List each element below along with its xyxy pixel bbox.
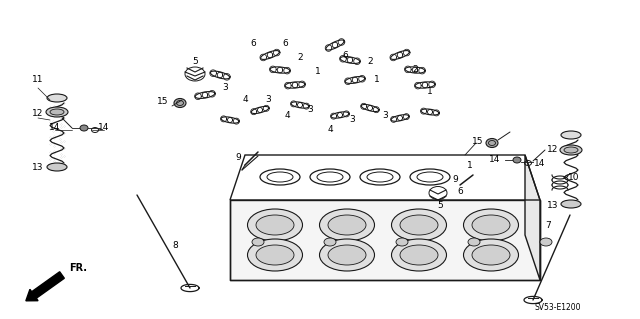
Text: 14: 14 [490, 154, 500, 164]
Text: 6: 6 [457, 188, 463, 197]
Text: 15: 15 [157, 98, 169, 107]
Ellipse shape [324, 238, 336, 246]
Text: 13: 13 [32, 164, 44, 173]
Text: 14: 14 [534, 159, 546, 167]
Text: 2: 2 [297, 53, 303, 62]
Text: 1: 1 [427, 87, 433, 97]
Text: 10: 10 [568, 174, 580, 182]
Text: 14: 14 [99, 122, 109, 131]
Text: 7: 7 [545, 220, 551, 229]
Text: 2: 2 [412, 65, 418, 75]
Text: 12: 12 [547, 145, 559, 154]
Text: 3: 3 [382, 110, 388, 120]
Ellipse shape [463, 239, 518, 271]
Ellipse shape [560, 145, 582, 155]
Text: 6: 6 [250, 40, 256, 48]
Ellipse shape [561, 131, 581, 139]
Ellipse shape [400, 215, 438, 235]
Text: 13: 13 [547, 201, 559, 210]
Ellipse shape [564, 147, 578, 153]
Ellipse shape [252, 238, 264, 246]
Ellipse shape [248, 209, 303, 241]
Text: 8: 8 [172, 241, 178, 249]
Ellipse shape [248, 239, 303, 271]
Polygon shape [230, 200, 540, 280]
Text: 1: 1 [315, 68, 321, 77]
Ellipse shape [468, 238, 480, 246]
Polygon shape [525, 155, 540, 280]
Ellipse shape [472, 245, 510, 265]
Ellipse shape [463, 209, 518, 241]
Text: 4: 4 [242, 95, 248, 105]
Ellipse shape [328, 245, 366, 265]
Text: FR.: FR. [69, 263, 87, 273]
Text: 14: 14 [49, 122, 61, 131]
Text: 9: 9 [235, 153, 241, 162]
Ellipse shape [50, 109, 64, 115]
Text: 1: 1 [467, 160, 473, 169]
Text: 4: 4 [327, 125, 333, 135]
Text: 5: 5 [192, 56, 198, 65]
Text: SV53-E1200: SV53-E1200 [535, 302, 581, 311]
Ellipse shape [256, 245, 294, 265]
Text: 4: 4 [284, 110, 290, 120]
Ellipse shape [400, 245, 438, 265]
Text: 6: 6 [282, 40, 288, 48]
Text: 5: 5 [437, 201, 443, 210]
Ellipse shape [396, 238, 408, 246]
Text: 3: 3 [307, 106, 313, 115]
Ellipse shape [47, 163, 67, 171]
Text: 12: 12 [32, 108, 44, 117]
Ellipse shape [46, 107, 68, 117]
Ellipse shape [174, 99, 186, 108]
Ellipse shape [540, 238, 552, 246]
Ellipse shape [80, 125, 88, 131]
Text: 1: 1 [374, 76, 380, 85]
Text: 3: 3 [222, 84, 228, 93]
Text: 11: 11 [32, 76, 44, 85]
Ellipse shape [486, 138, 498, 147]
Text: 3: 3 [265, 95, 271, 105]
Text: 6: 6 [342, 51, 348, 61]
Text: 15: 15 [472, 137, 484, 146]
Text: 2: 2 [367, 57, 373, 66]
Ellipse shape [256, 215, 294, 235]
Ellipse shape [328, 215, 366, 235]
Text: 9: 9 [452, 175, 458, 184]
Ellipse shape [392, 209, 447, 241]
Ellipse shape [392, 239, 447, 271]
FancyArrow shape [26, 272, 65, 301]
Ellipse shape [47, 94, 67, 102]
Ellipse shape [561, 200, 581, 208]
Ellipse shape [319, 239, 374, 271]
Ellipse shape [513, 157, 521, 163]
Text: 3: 3 [349, 115, 355, 124]
Ellipse shape [319, 209, 374, 241]
Ellipse shape [472, 215, 510, 235]
